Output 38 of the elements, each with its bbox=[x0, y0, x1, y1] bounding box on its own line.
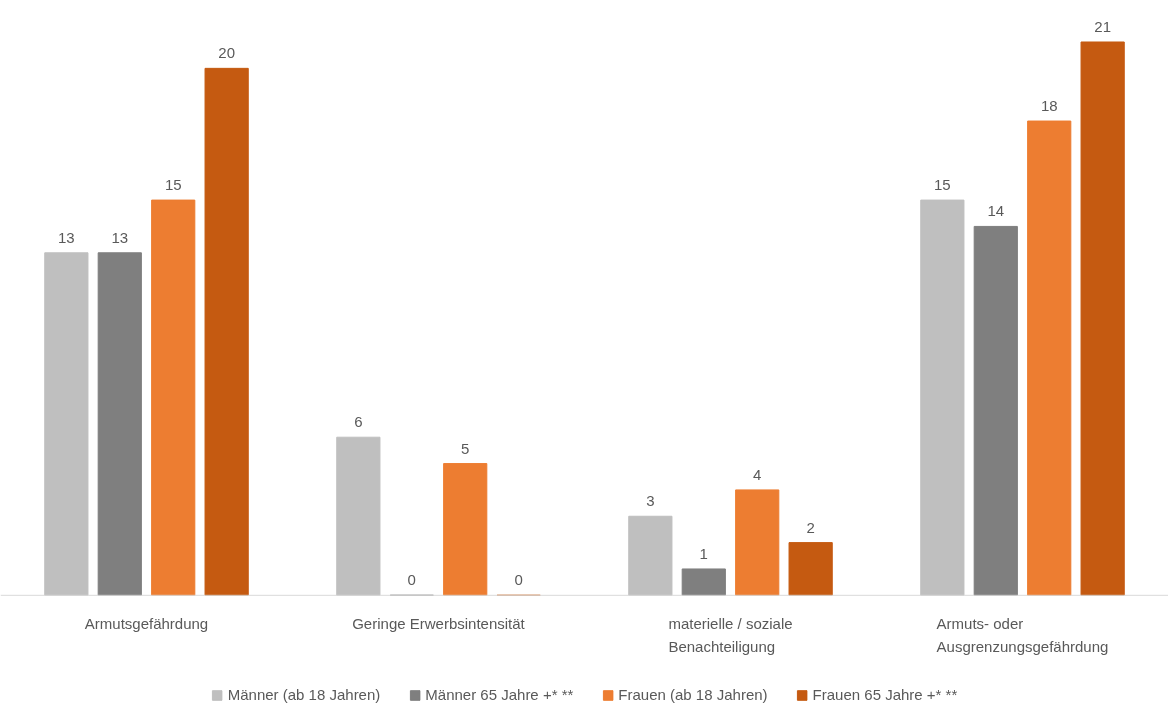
legend-label: Frauen (ab 18 Jahren) bbox=[618, 686, 768, 703]
bar bbox=[151, 199, 196, 596]
data-label: 1 bbox=[699, 544, 708, 562]
data-label: 18 bbox=[1040, 97, 1058, 115]
data-label: 2 bbox=[806, 518, 815, 536]
bar bbox=[973, 225, 1018, 596]
data-label: 5 bbox=[461, 439, 470, 457]
data-label: 15 bbox=[934, 176, 951, 194]
data-label: 13 bbox=[111, 228, 129, 246]
data-label: 13 bbox=[58, 228, 75, 246]
bar bbox=[204, 67, 249, 596]
data-label: 20 bbox=[218, 44, 235, 62]
data-label: 3 bbox=[646, 492, 655, 510]
x-tick-label: Armuts- oder Ausgrenzungsgefährdung bbox=[936, 615, 1109, 656]
bar bbox=[44, 252, 89, 596]
bar bbox=[443, 463, 488, 596]
x-tick-label: materielle / soziale Benachteiligung bbox=[668, 615, 793, 656]
data-label: 6 bbox=[354, 413, 363, 431]
bar bbox=[628, 515, 673, 596]
bar bbox=[788, 542, 833, 596]
data-label: 0 bbox=[407, 571, 416, 589]
data-label: 14 bbox=[987, 202, 1005, 220]
bar bbox=[1080, 41, 1125, 596]
x-tick-label: Geringe Erwerbsintensität bbox=[352, 615, 526, 633]
bar bbox=[97, 252, 142, 596]
data-label: 21 bbox=[1094, 18, 1111, 35]
data-label: 4 bbox=[753, 465, 762, 483]
bar bbox=[735, 489, 780, 596]
data-label: 0 bbox=[514, 571, 523, 589]
bar bbox=[920, 199, 965, 596]
bar bbox=[681, 568, 726, 596]
legend-label: Männer 65 Jahre +* ** bbox=[425, 686, 574, 703]
bar bbox=[1027, 120, 1072, 596]
bar bbox=[336, 436, 381, 596]
x-tick-label: Armutsgefährdung bbox=[84, 615, 209, 633]
legend-label: Frauen 65 Jahre +* ** bbox=[812, 686, 958, 703]
legend-label: Männer (ab 18 Jahren) bbox=[227, 686, 381, 703]
data-label: 15 bbox=[164, 176, 182, 194]
